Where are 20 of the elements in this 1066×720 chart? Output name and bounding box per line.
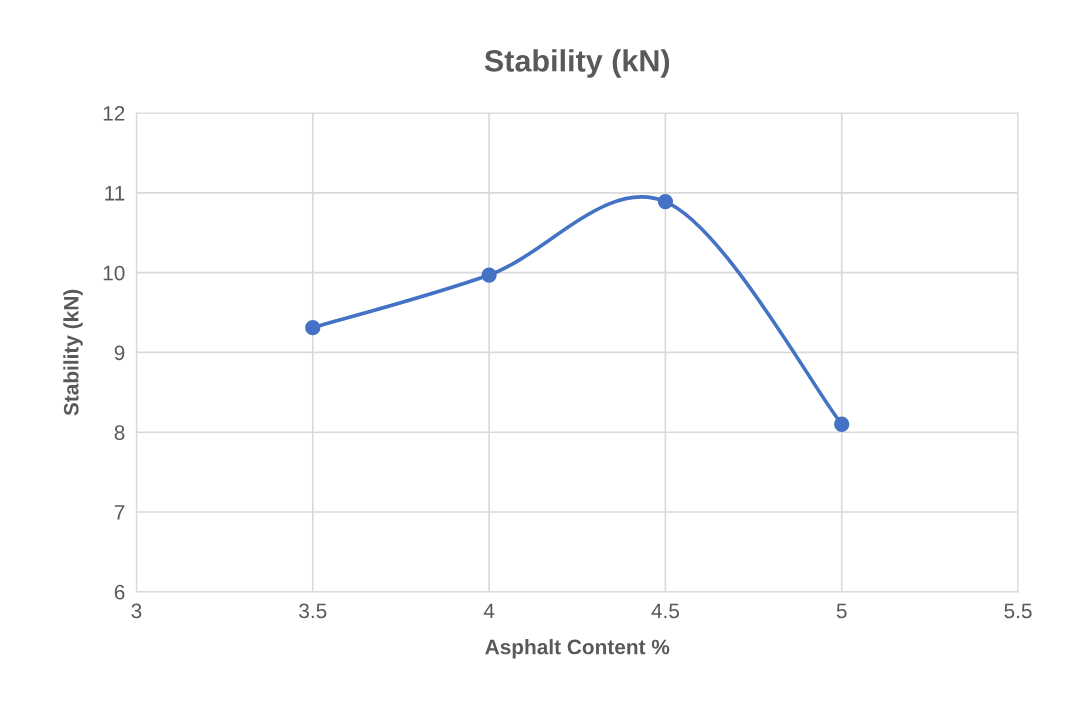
point [481, 267, 497, 283]
y-tick-label: 10 [103, 265, 125, 281]
y-axis-title: Stability (kN) [63, 289, 83, 416]
x-tick-label: 3 [131, 603, 142, 619]
x-tick-label: 4.5 [651, 603, 680, 619]
y-tick-label: 12 [103, 106, 125, 121]
y-tick-label: 7 [114, 505, 125, 520]
x-tick-label: 4 [483, 603, 495, 619]
x-tick-label: 3.5 [299, 603, 327, 619]
y-tick-label: 6 [114, 584, 125, 600]
x-axis-title: Asphalt Content % [485, 639, 670, 659]
y-tick-label: 9 [114, 345, 125, 361]
x-tick-label: 5 [836, 603, 847, 619]
y-tick-label: 8 [114, 425, 125, 440]
point [657, 193, 674, 210]
chart-title: Stability (kN) [484, 49, 670, 78]
point [834, 416, 850, 432]
y-tick-label: 11 [105, 186, 125, 201]
point [305, 320, 321, 336]
x-tick-label: 5.5 [1004, 603, 1032, 619]
